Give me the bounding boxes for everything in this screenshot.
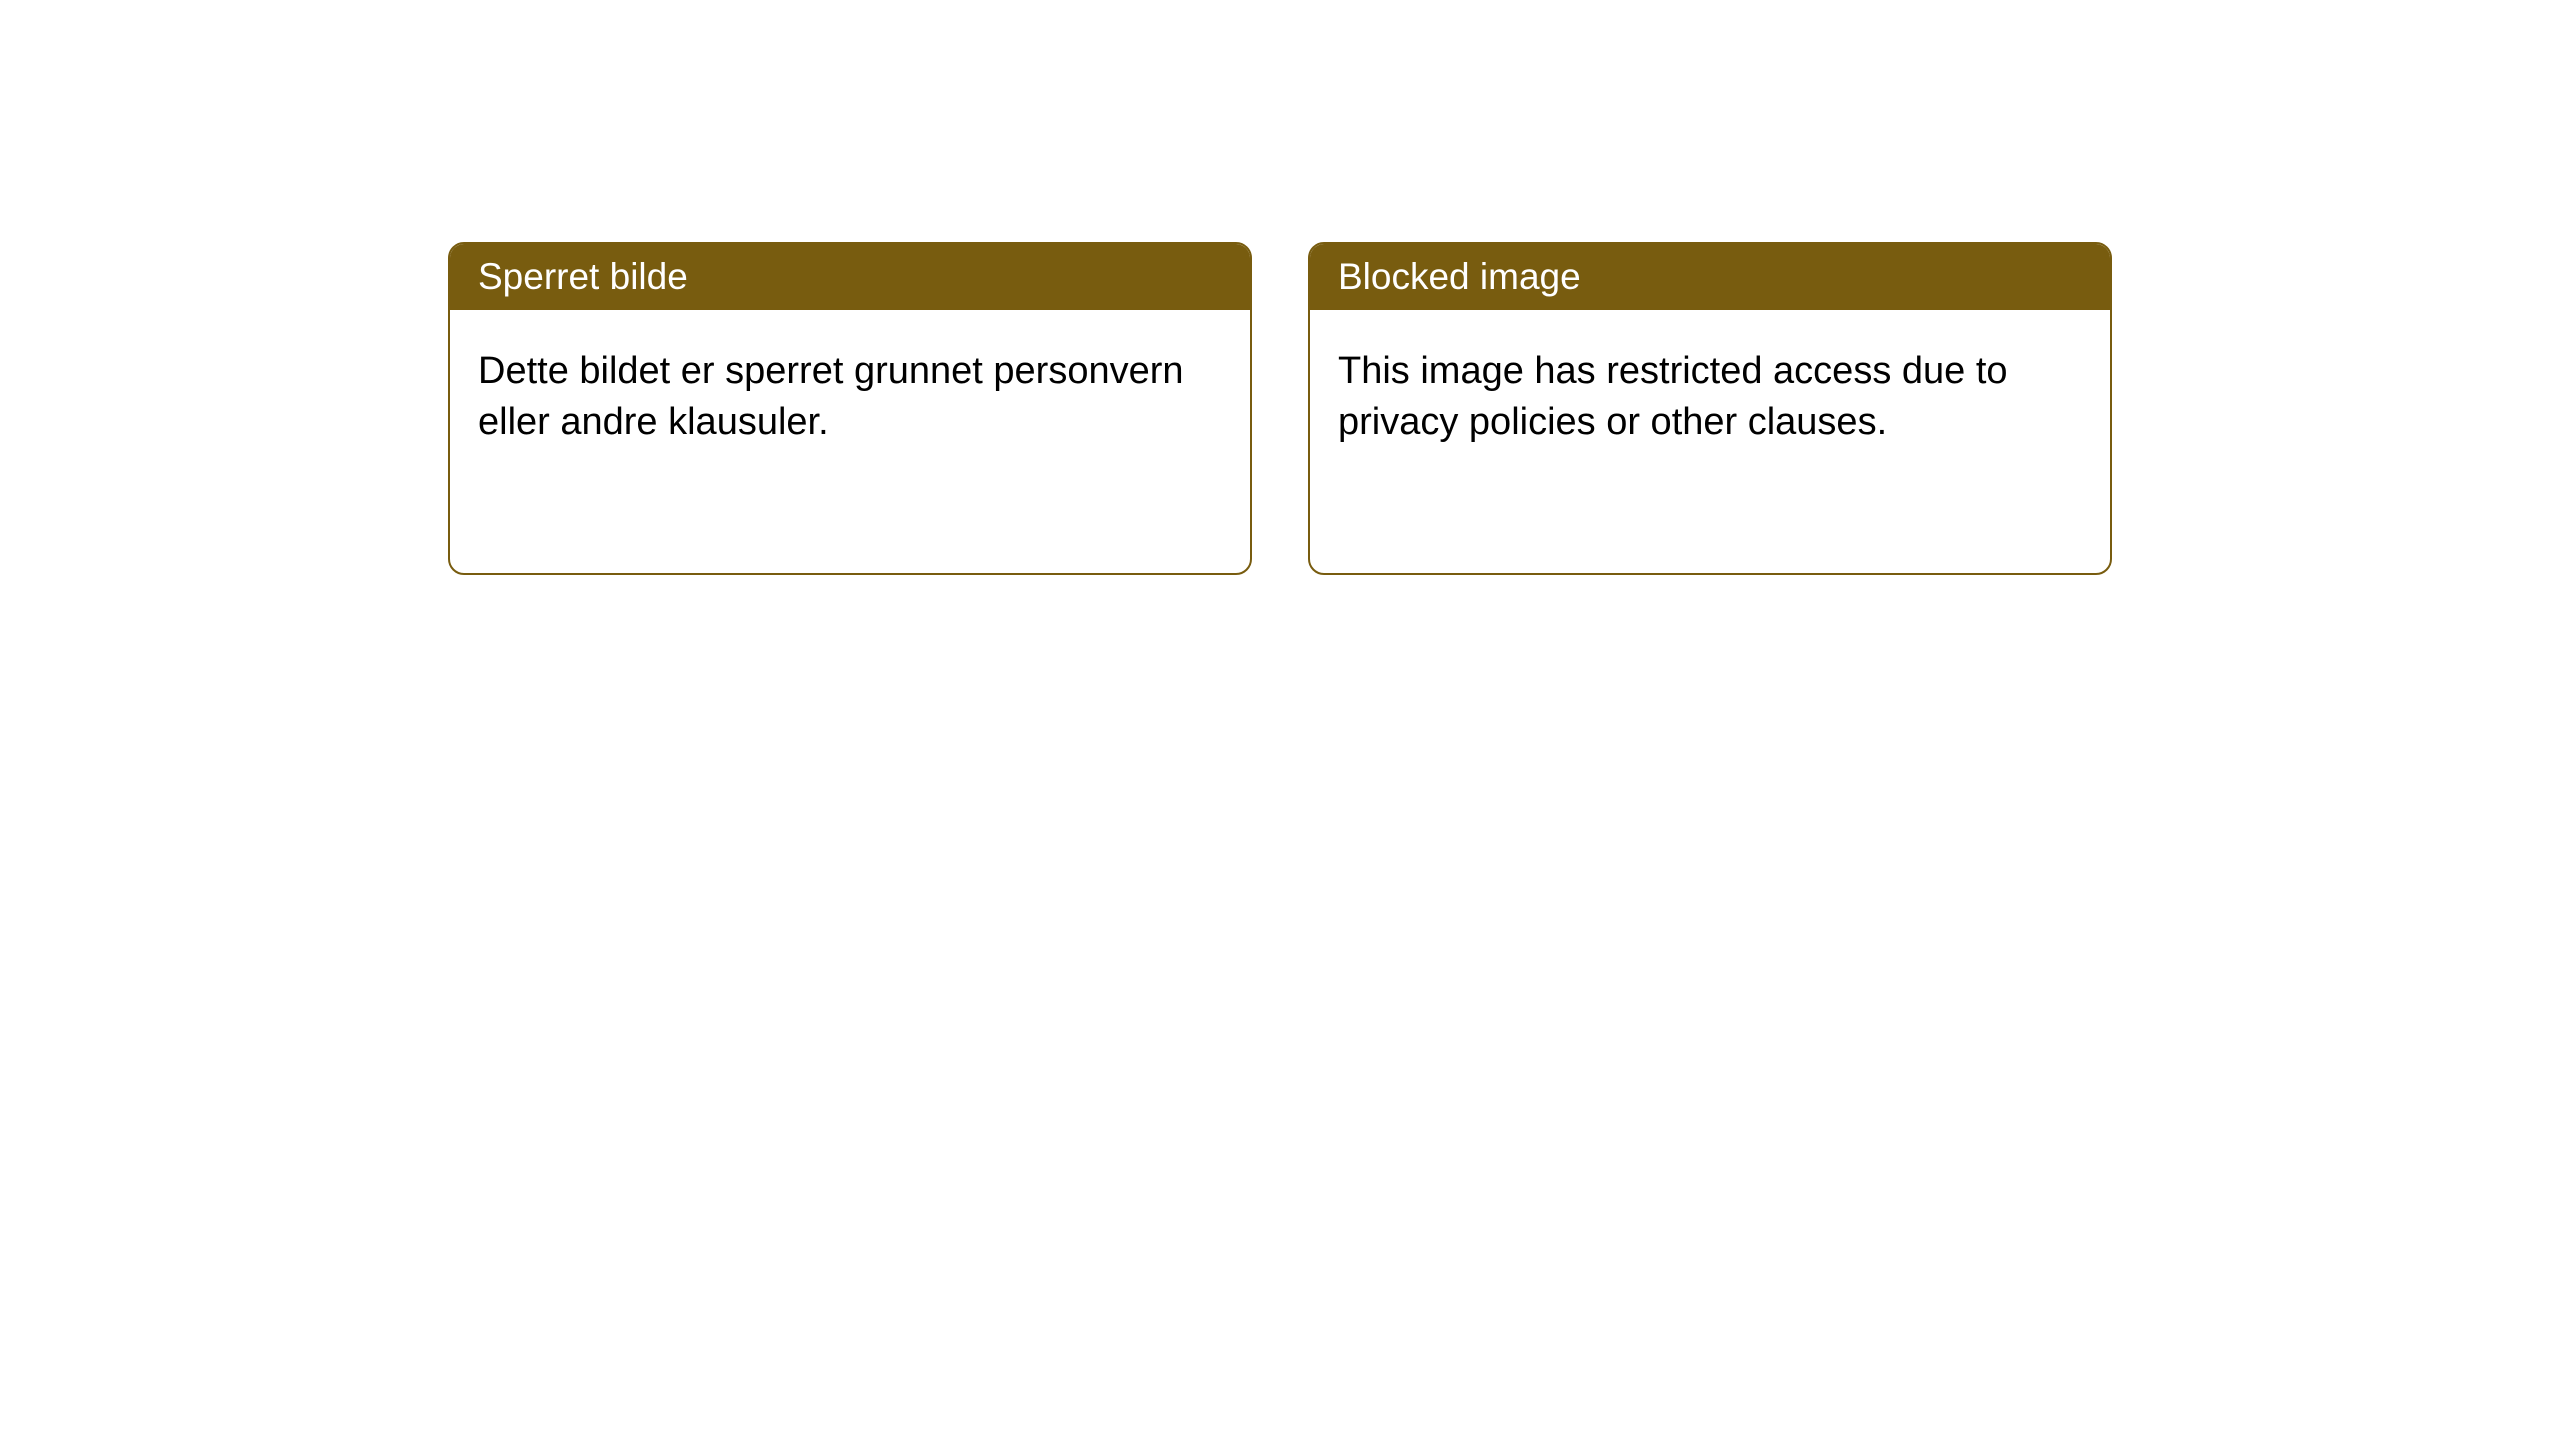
card-title: Sperret bilde [478,256,688,297]
card-message: This image has restricted access due to … [1338,350,2008,443]
card-body: Dette bildet er sperret grunnet personve… [450,310,1250,485]
card-header: Blocked image [1310,244,2110,310]
card-header: Sperret bilde [450,244,1250,310]
notice-cards-container: Sperret bilde Dette bildet er sperret gr… [0,0,2560,575]
card-title: Blocked image [1338,256,1581,297]
notice-card-english: Blocked image This image has restricted … [1308,242,2112,575]
card-message: Dette bildet er sperret grunnet personve… [478,350,1184,443]
card-body: This image has restricted access due to … [1310,310,2110,485]
notice-card-norwegian: Sperret bilde Dette bildet er sperret gr… [448,242,1252,575]
